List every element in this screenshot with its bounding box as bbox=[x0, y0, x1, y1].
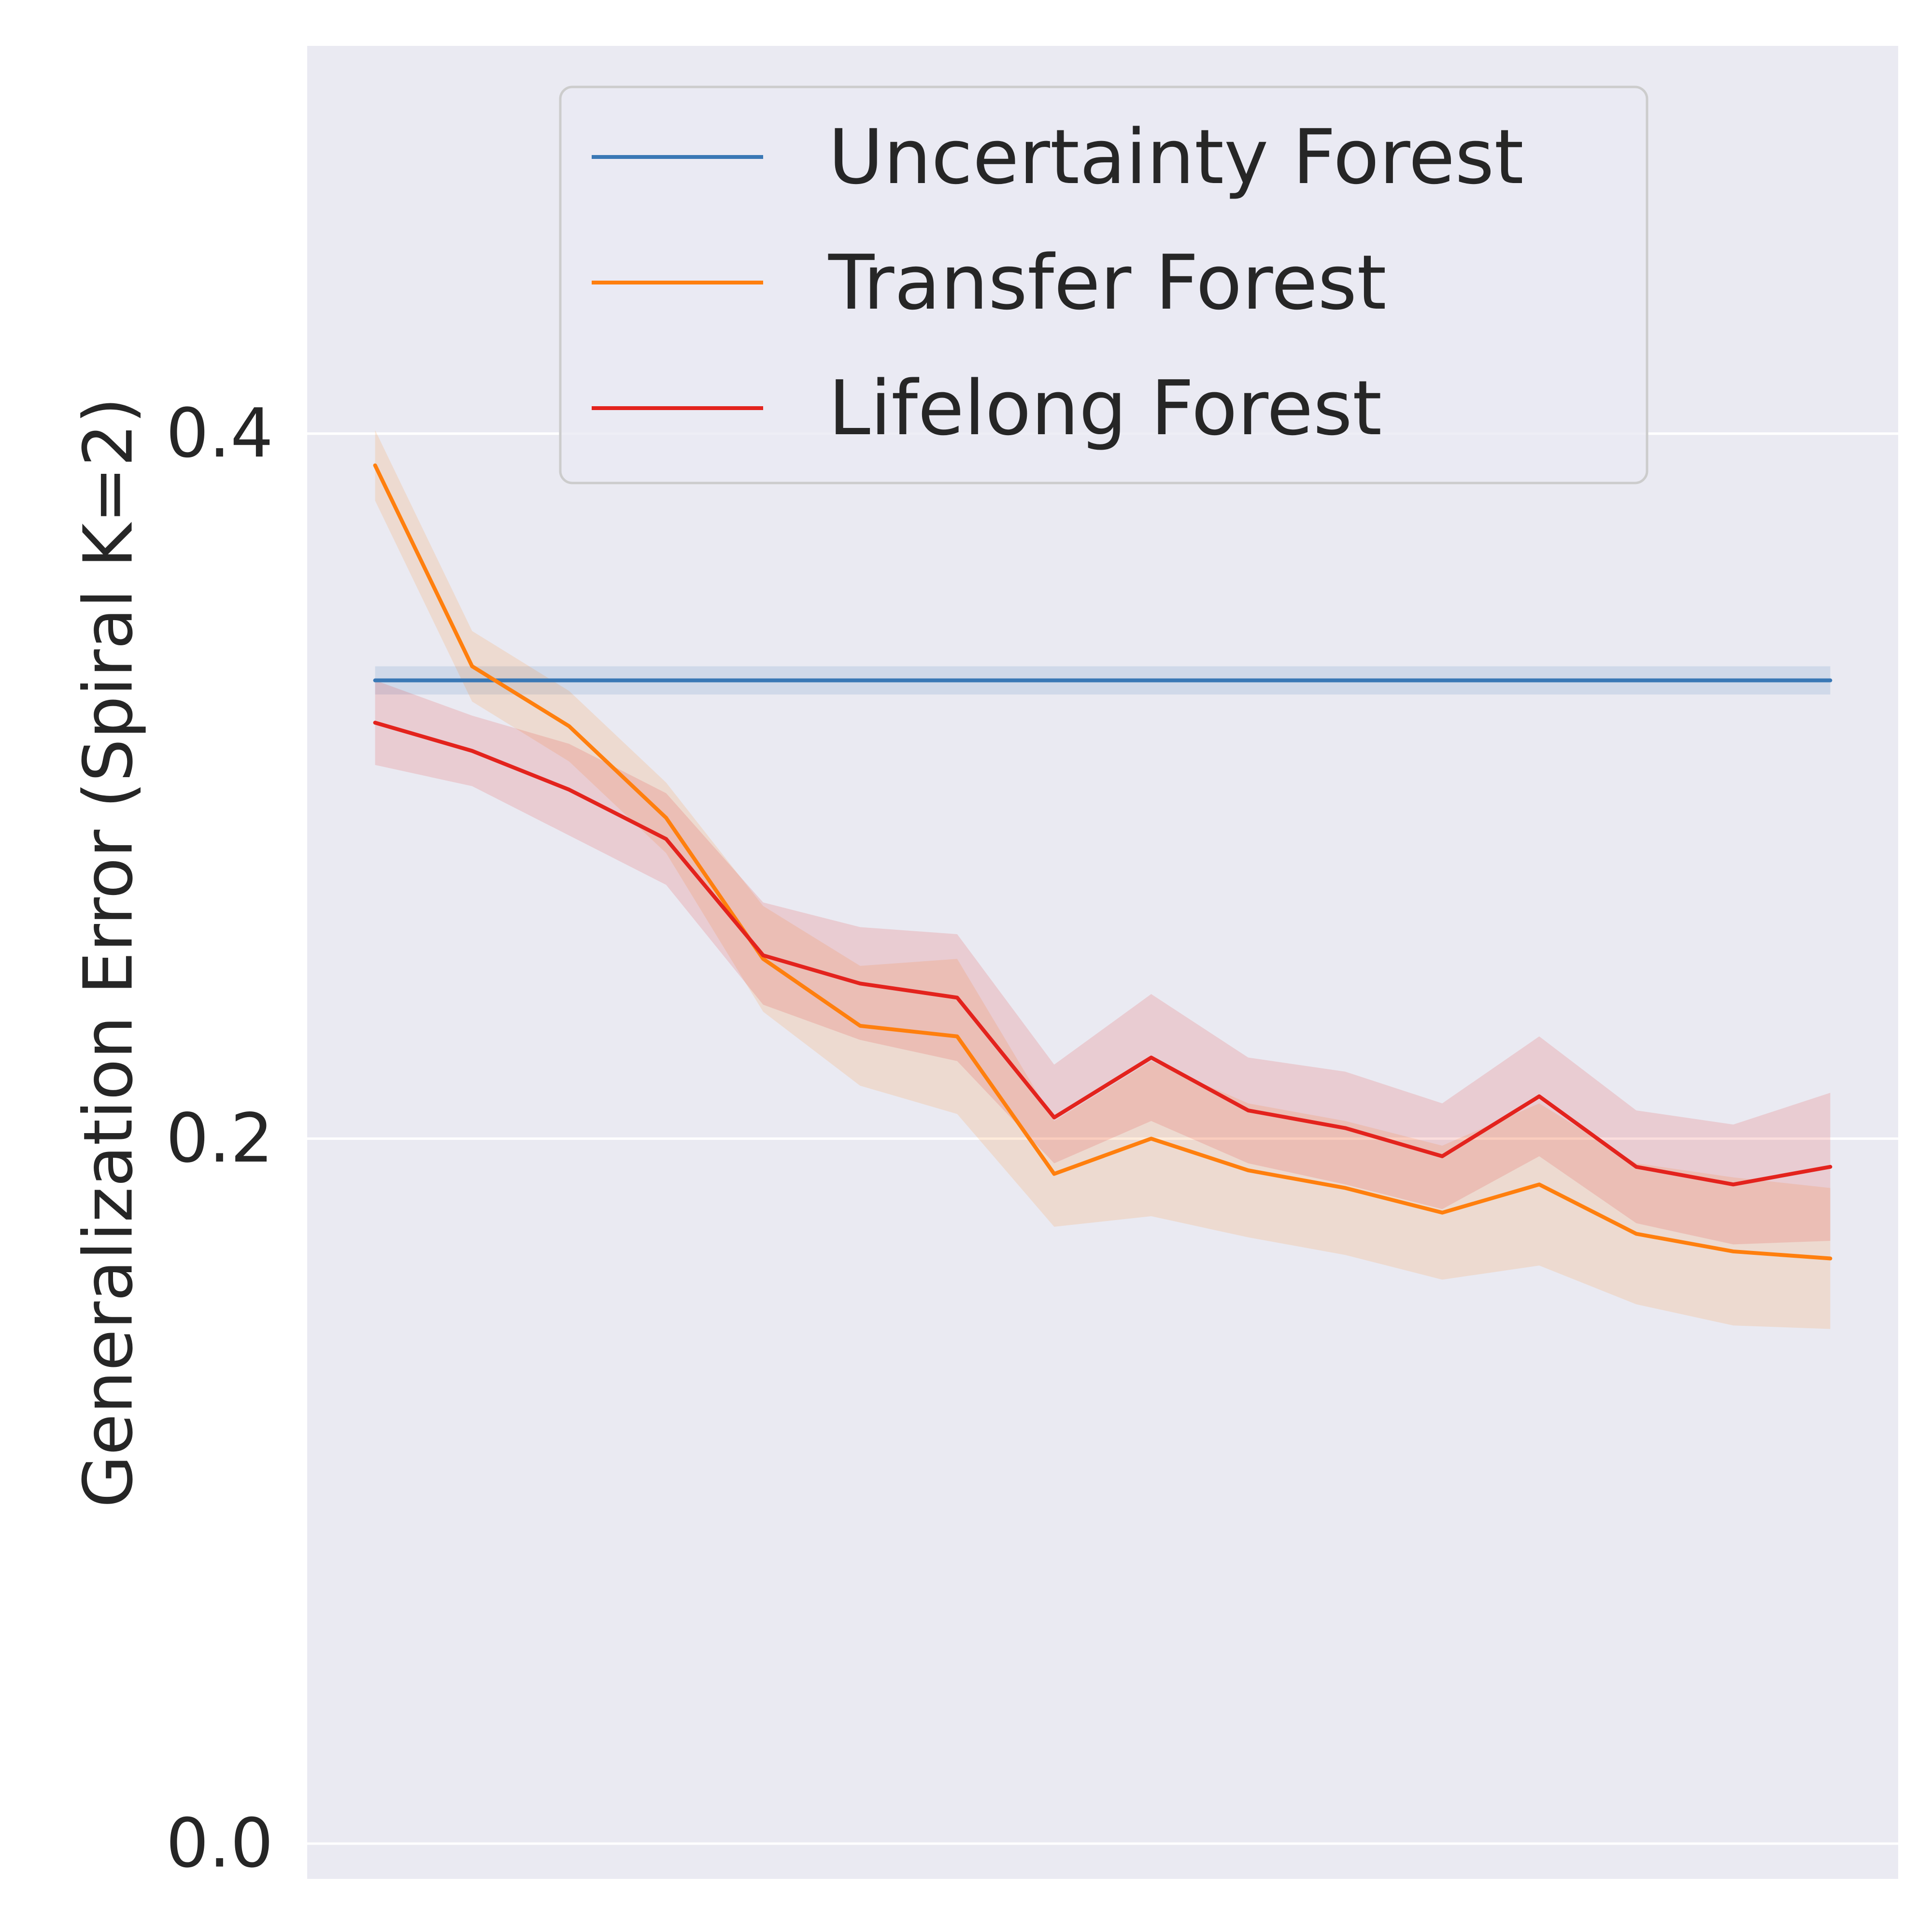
y-axis-label: Generalization Error (Spiral K=2) bbox=[70, 397, 148, 1507]
y-axis-ticks: 0.0 0.2 0.4 bbox=[166, 394, 273, 1883]
legend-label-transfer-forest: Transfer Forest bbox=[828, 239, 1387, 327]
band-lifelong-forest bbox=[375, 680, 1831, 1245]
line-lifelong-forest bbox=[373, 721, 1833, 1187]
y-tick-label-0: 0.0 bbox=[166, 1804, 273, 1883]
legend: Uncertainty Forest Transfer Forest Lifelon… bbox=[559, 85, 1648, 484]
legend-box bbox=[559, 85, 1648, 484]
band-transfer-forest bbox=[375, 430, 1831, 1329]
legend-label-lifelong-forest: Lifelong Forest bbox=[828, 364, 1382, 452]
legend-label-uncertainty-forest: Uncertainty Forest bbox=[828, 113, 1524, 201]
y-tick-label-2: 0.4 bbox=[166, 394, 273, 473]
line-transfer-forest bbox=[373, 463, 1833, 1261]
series-lines bbox=[373, 463, 1833, 1261]
y-tick-label-1: 0.2 bbox=[166, 1099, 273, 1178]
